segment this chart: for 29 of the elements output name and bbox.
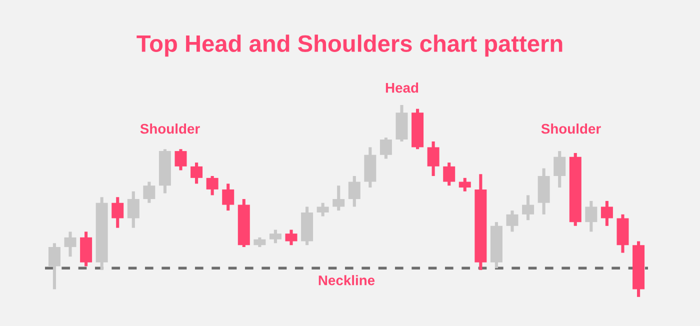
ref-line-label: Neckline: [318, 275, 375, 286]
candlestick: [112, 197, 124, 228]
candlestick: [332, 186, 345, 211]
text: Head: [386, 82, 418, 93]
candlestick: [254, 237, 266, 248]
candlestick: [585, 200, 598, 232]
candlestick: [48, 243, 60, 290]
annotation: Shoulder: [140, 124, 200, 134]
chart-title: Top Head and Shoulders chart pattern: [136, 34, 562, 57]
candlestick: [348, 176, 360, 207]
candlestick: [269, 230, 282, 244]
candlestick: [458, 178, 471, 192]
candlestick: [174, 149, 187, 170]
candlestick: [522, 195, 534, 220]
candlestick: [427, 141, 440, 176]
candlestick: [316, 202, 329, 216]
candlestick: [64, 232, 76, 257]
candlestick: [127, 191, 140, 228]
candlestick: [143, 182, 156, 203]
candlestick: [506, 210, 518, 232]
candlestick: [222, 184, 234, 211]
annotation: Shoulder: [541, 124, 601, 134]
candlestick: [600, 200, 613, 226]
candlestick: [443, 162, 456, 186]
candlestick: [206, 176, 218, 196]
candlestick: [285, 230, 298, 246]
candlestick: [190, 162, 203, 184]
candlestick: [554, 151, 566, 188]
candlestick: [380, 138, 392, 159]
